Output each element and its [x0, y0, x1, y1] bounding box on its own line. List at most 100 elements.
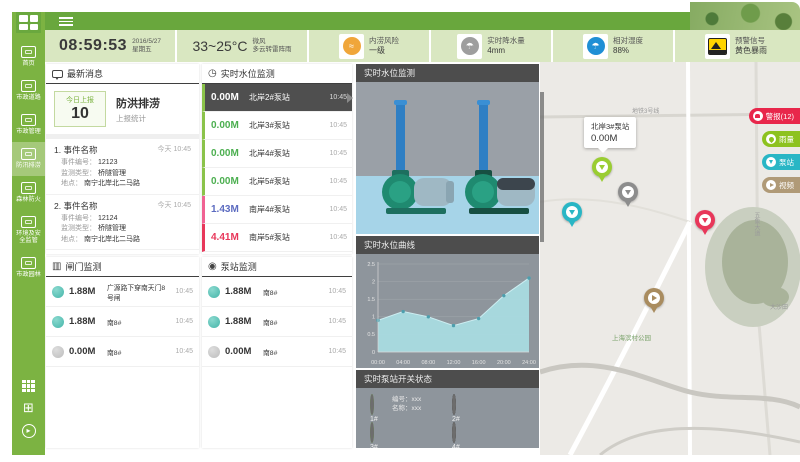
sidebar-item-forest-fire[interactable]: 森林防火	[12, 176, 45, 210]
curve-title: 实时水位曲线	[356, 236, 539, 254]
pump-on-indicator	[370, 394, 374, 415]
map-roads	[540, 62, 800, 455]
status-dot-off	[52, 345, 64, 358]
map-pin-pump-green[interactable]	[592, 157, 612, 182]
news-item[interactable]: 2. 事件名称 今天 10:45 事件编号： 12124 监测类型： 桥隧管理 地点：…	[46, 195, 199, 250]
pump-on-indicator	[370, 422, 374, 443]
pump-layer-button[interactable]: 泵站	[762, 154, 800, 170]
alarm-button[interactable]: 警报(12)	[748, 108, 800, 124]
gate-row[interactable]: 1.88M 南8# 10:45	[46, 307, 199, 337]
sidebar-item-env-safety[interactable]: 环境及安全监管	[12, 210, 45, 251]
status-dot-off	[208, 345, 220, 358]
water-row[interactable]: 0.00M 北岸2#泵站 10:45	[202, 84, 353, 112]
svg-text:2: 2	[372, 279, 375, 285]
gate-icon: ▥	[52, 260, 62, 272]
add-window-icon[interactable]: ⊞	[23, 400, 34, 415]
map-scrollbar[interactable]	[540, 92, 544, 242]
svg-text:0: 0	[372, 350, 375, 356]
water-row[interactable]: 0.00M 北岸4#泵站 10:45	[202, 140, 352, 168]
water-row[interactable]: 4.41M 南岸5#泵站 10:45	[202, 224, 352, 252]
pump-unit-1[interactable]: 1# 编号：xxx 名称：xxx	[370, 394, 422, 423]
map-pin-video[interactable]	[644, 288, 664, 313]
water-curve-panel: 实时水位曲线 0 0.5 1 1.5 2 2.5 00:00 04:00 08:00 12:00 1…	[356, 236, 539, 368]
selected-row-arrow	[347, 93, 353, 103]
tooltip-station-name: 北岸3#泵站	[591, 122, 630, 131]
today-report-count: 10	[71, 105, 89, 122]
water-row[interactable]: 1.43M 南岸4#泵站 10:45	[202, 196, 352, 224]
temperature: 33~25°C	[192, 38, 248, 54]
status-dot-on	[208, 315, 220, 328]
rainfall-button[interactable]: 雨量	[762, 131, 800, 147]
pump-monitor-panel: ◉ 泵站监测 1.88M 南8# 10:45 1.88M 南8# 10:45 0.00M 南…	[202, 257, 352, 448]
apps-grid-icon[interactable]	[22, 380, 35, 392]
message-icon	[52, 69, 63, 80]
pump-panel-title: 泵站监测	[220, 262, 257, 272]
pump-3d-scene	[356, 82, 539, 234]
svg-text:1.5: 1.5	[367, 297, 375, 303]
latest-news-panel: 最新消息 今日上报 10 防洪排涝 上报统计 1. 事件名称 今天 10:45 事…	[46, 64, 199, 254]
rainfall-value: 4mm	[487, 46, 506, 55]
clock-icon: ◷	[208, 67, 217, 79]
map-tooltip: 北岸3#泵站 0.00M	[584, 117, 637, 153]
map-pin-pump-gray[interactable]	[618, 182, 638, 207]
gate-panel-title: 闸门监测	[65, 262, 102, 272]
news-title: 最新消息	[67, 69, 104, 79]
sidebar-item-municipal[interactable]: 市政管理	[12, 108, 45, 142]
app-logo	[16, 12, 41, 33]
pump-switch-panel: 实时泵站开关状态 1# 编号：xxx 名称：xxx 2# 3# 4#	[356, 370, 539, 448]
pump-off-indicator	[452, 422, 456, 443]
weather-desc: 多云转雷阵雨	[252, 46, 292, 53]
tooltip-station-value: 0.00M	[591, 133, 618, 144]
header-photo	[690, 2, 800, 30]
today-report-box: 今日上报 10	[54, 91, 106, 127]
water-panel-title: 实时水位监测	[220, 69, 275, 79]
svg-text:00:00: 00:00	[371, 360, 385, 366]
water-row[interactable]: 0.00M 北岸5#泵站 10:45	[202, 168, 352, 196]
clock-widget: 08:59:53 2016/5/27 星期五	[45, 30, 177, 62]
pump-row[interactable]: 1.88M 南8# 10:45	[202, 277, 352, 307]
pump-unit-2[interactable]: 2#	[452, 394, 460, 423]
status-card-rainfall: ☂ 实时降水量 4mm	[431, 30, 553, 62]
sidebar-item-home[interactable]: 首页	[12, 40, 45, 74]
news-stat-label: 上报统计	[116, 113, 146, 123]
water-row[interactable]: 0.00M 北岸3#泵站 10:45	[202, 112, 352, 140]
current-weekday: 星期五	[132, 46, 152, 53]
status-card-flood-risk: ≈ 内涝风险 一级	[309, 30, 431, 62]
svg-text:16:00: 16:00	[472, 360, 486, 366]
menu-icon[interactable]	[59, 17, 73, 28]
expand-icon[interactable]: ▸	[21, 424, 36, 438]
map-pin-pump-red[interactable]	[695, 210, 715, 235]
status-card-humidity: ☂ 相对湿度 88%	[553, 30, 675, 62]
pump-off-indicator	[452, 394, 456, 415]
gate-monitor-panel: ▥ 闸门监测 1.88M 广源路下穿南天门8号闸 10:45 1.88M 南8# 10:4…	[46, 257, 199, 448]
video-icon	[766, 180, 776, 190]
video-button[interactable]: 视频	[762, 177, 800, 193]
storm-warning-sign-icon	[708, 37, 727, 55]
tree-icon	[21, 182, 36, 194]
map-label-metro: 地铁3号线	[632, 109, 660, 115]
pump-row[interactable]: 1.88M 南8# 10:45	[202, 307, 352, 337]
gate-row[interactable]: 0.00M 南8# 10:45	[46, 337, 199, 367]
news-item[interactable]: 1. 事件名称 今天 10:45 事件编号： 12123 监测类型： 桥隧管理 地点：…	[46, 139, 199, 195]
sidebar-item-roads[interactable]: 市政道路	[12, 74, 45, 108]
humidity-icon: ☂	[586, 37, 605, 55]
pump-row[interactable]: 0.00M 南8# 10:45	[202, 337, 352, 367]
svg-text:08:00: 08:00	[421, 360, 435, 366]
svg-text:1: 1	[372, 315, 375, 321]
map-canvas[interactable]: 地铁3号线 五象大道 大沙田 上海滨村公园 北岸3#泵站 0.00M 警报(12…	[540, 62, 800, 455]
map-pin-pump-teal[interactable]	[562, 202, 582, 227]
warning-value: 黄色暴雨	[735, 46, 767, 55]
sidebar-item-gardens[interactable]: 市政园林	[12, 251, 45, 285]
top-bar	[45, 12, 690, 30]
sidebar-item-flood-control[interactable]: 防汛排涝	[12, 142, 45, 176]
map-label-park: 上海滨村公园	[612, 335, 651, 342]
svg-text:0.5: 0.5	[367, 332, 375, 338]
news-category: 防洪排涝	[116, 97, 160, 110]
garden-icon	[21, 257, 36, 269]
pump-unit-4[interactable]: 4#	[452, 422, 460, 448]
pump-unit-3[interactable]: 3#	[370, 422, 378, 448]
gate-row[interactable]: 1.88M 广源路下穿南天门8号闸 10:45	[46, 277, 199, 307]
svg-text:04:00: 04:00	[396, 360, 410, 366]
recycle-icon	[21, 216, 36, 228]
globe-icon	[21, 114, 36, 126]
